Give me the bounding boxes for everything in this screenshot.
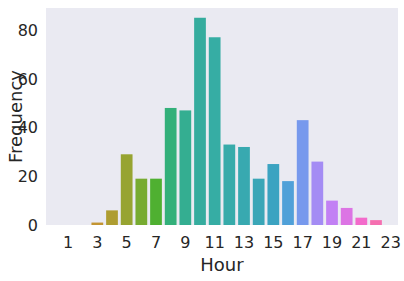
bar	[385, 225, 397, 226]
bar	[194, 18, 206, 225]
x-tick-label: 21	[351, 233, 371, 252]
x-tick-label: 19	[322, 233, 342, 252]
chart: 0204060801357911131517192123HourFrequenc…	[0, 0, 404, 281]
x-tick-label: 1	[63, 233, 73, 252]
bar	[150, 179, 162, 225]
bar	[267, 164, 279, 225]
bar	[77, 225, 89, 226]
plot-area	[46, 8, 398, 225]
bar	[223, 145, 235, 225]
x-tick-label: 11	[204, 233, 224, 252]
x-tick-label: 7	[151, 233, 161, 252]
bar	[62, 225, 74, 226]
bar	[326, 201, 338, 225]
bar	[311, 162, 323, 225]
bar	[253, 179, 265, 225]
bar	[135, 179, 147, 225]
x-tick-label: 15	[263, 233, 283, 252]
y-tick-label: 20	[18, 167, 38, 186]
y-tick-label: 0	[28, 216, 38, 235]
bar	[282, 181, 294, 225]
bar	[179, 110, 191, 225]
bar	[370, 220, 382, 225]
bar	[297, 120, 309, 225]
y-tick-label: 80	[18, 21, 38, 40]
x-tick-label: 9	[180, 233, 190, 252]
bar	[165, 108, 177, 225]
x-tick-label: 5	[122, 233, 132, 252]
x-axis-label: Hour	[200, 254, 244, 275]
x-tick-label: 13	[234, 233, 254, 252]
bar	[238, 147, 250, 225]
x-tick-label: 17	[292, 233, 312, 252]
bar	[341, 208, 353, 225]
x-tick-label: 23	[380, 233, 400, 252]
bar	[121, 154, 133, 225]
x-tick-label: 3	[92, 233, 102, 252]
bar	[106, 210, 118, 225]
bar	[91, 223, 103, 225]
bar	[355, 218, 367, 225]
bar	[209, 37, 221, 225]
bars	[91, 18, 381, 225]
y-axis-label: Frequency	[5, 70, 26, 163]
bar	[47, 225, 59, 226]
